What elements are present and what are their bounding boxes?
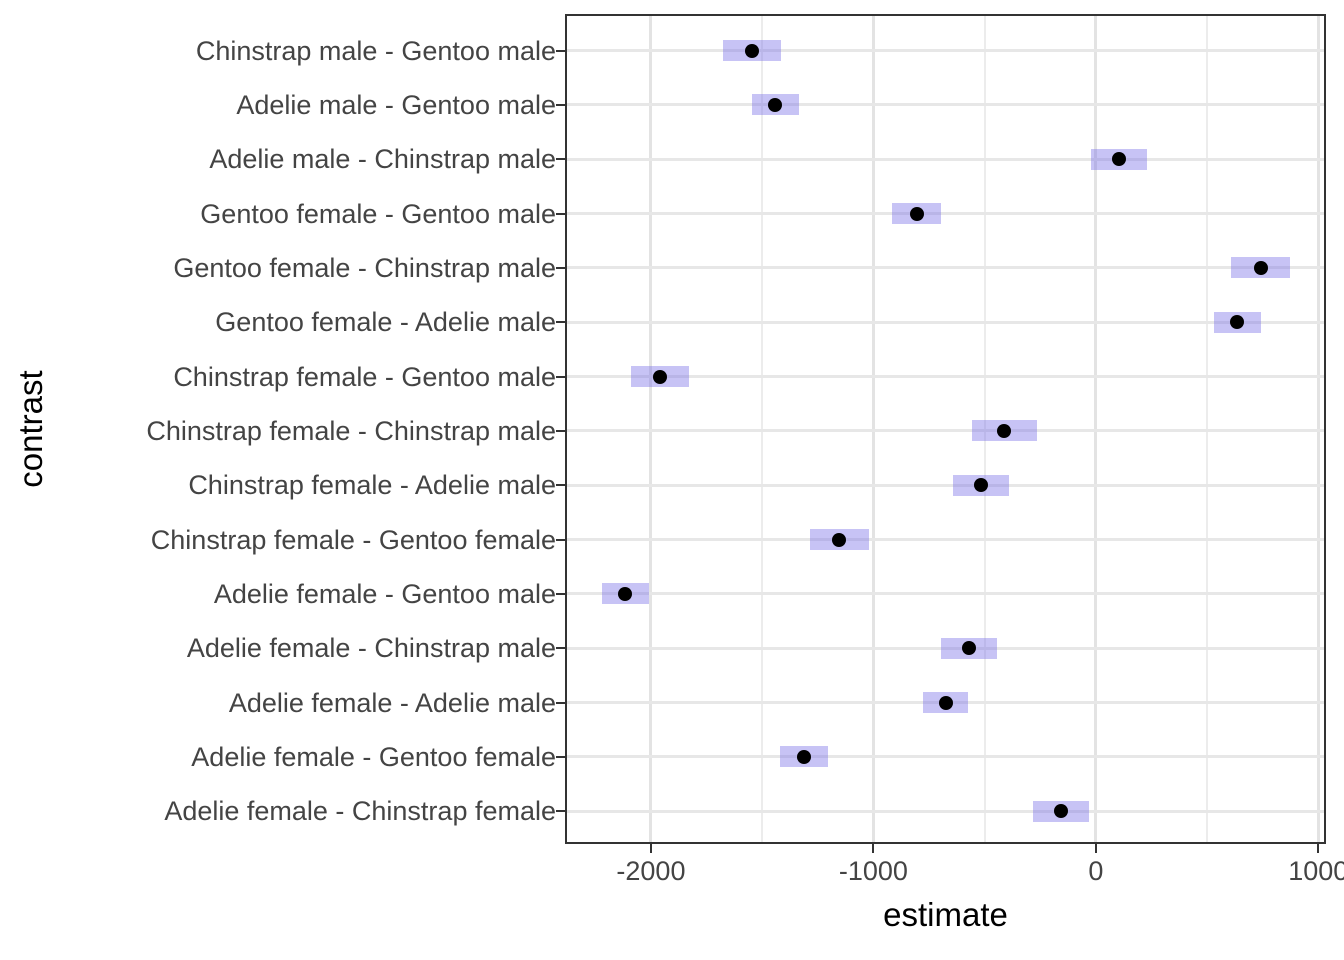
y-axis-tick xyxy=(555,647,567,650)
h-gridline xyxy=(567,103,1324,107)
estimate-point xyxy=(909,206,924,221)
x-axis-tick xyxy=(1094,843,1097,853)
v-gridline-major xyxy=(1094,16,1098,842)
v-gridline-minor xyxy=(1206,16,1209,842)
y-axis-tick xyxy=(555,810,567,813)
estimate-point xyxy=(1053,804,1068,819)
x-axis-tick xyxy=(649,843,652,853)
y-tick-label: Adelie female - Adelie male xyxy=(228,687,556,718)
y-tick-label: Adelie female - Chinstrap male xyxy=(186,633,556,664)
h-gridline xyxy=(567,538,1324,542)
y-tick-label: Gentoo female - Adelie male xyxy=(215,307,556,338)
x-tick-label: 1000 xyxy=(1288,856,1344,886)
y-axis-tick xyxy=(555,429,567,432)
y-tick-label: Gentoo female - Gentoo male xyxy=(200,198,556,229)
x-tick-label: -1000 xyxy=(838,856,908,886)
x-axis-tick xyxy=(1317,843,1320,853)
y-tick-label: Chinstrap female - Adelie male xyxy=(188,470,556,501)
estimate-point xyxy=(938,695,953,710)
estimate-point xyxy=(962,641,977,656)
h-gridline xyxy=(567,320,1324,324)
y-tick-label: Adelie female - Gentoo male xyxy=(213,578,556,609)
estimate-point xyxy=(1112,152,1127,167)
estimate-point xyxy=(1230,315,1245,330)
y-tick-label: Chinstrap female - Gentoo male xyxy=(173,361,556,392)
v-gridline-major xyxy=(871,16,875,842)
y-axis-tick xyxy=(555,755,567,758)
y-axis-tick xyxy=(555,592,567,595)
y-axis-tick xyxy=(555,375,567,378)
x-tick-label: 0 xyxy=(1088,856,1104,886)
estimate-point xyxy=(797,749,812,764)
h-gridline xyxy=(567,157,1324,161)
h-gridline xyxy=(567,809,1324,813)
y-tick-label: Adelie male - Gentoo male xyxy=(236,89,556,120)
estimate-point xyxy=(744,43,759,58)
x-axis-title: estimate xyxy=(883,896,1008,933)
h-gridline xyxy=(567,646,1324,650)
estimate-point xyxy=(832,532,847,547)
x-tick-label: -2000 xyxy=(616,856,686,886)
y-tick-label: Adelie female - Gentoo female xyxy=(191,741,556,772)
y-axis-tick xyxy=(555,321,567,324)
h-gridline xyxy=(567,212,1324,216)
y-axis-tick xyxy=(555,158,567,161)
estimate-point xyxy=(1253,260,1268,275)
y-tick-label: Adelie male - Chinstrap male xyxy=(209,144,556,175)
y-tick-label: Chinstrap female - Chinstrap male xyxy=(146,415,556,446)
v-gridline-minor xyxy=(983,16,986,842)
y-tick-label: Adelie female - Chinstrap female xyxy=(164,796,556,827)
h-gridline xyxy=(567,266,1324,270)
y-axis-title: contrast xyxy=(12,370,49,488)
estimate-point xyxy=(997,423,1012,438)
estimate-point xyxy=(768,97,783,112)
y-tick-label: Gentoo female - Chinstrap male xyxy=(173,252,556,283)
y-axis-tick xyxy=(555,49,567,52)
v-gridline-major xyxy=(649,16,653,842)
y-axis-tick xyxy=(555,484,567,487)
y-axis-tick xyxy=(555,266,567,269)
h-gridline xyxy=(567,429,1324,433)
x-axis-tick xyxy=(872,843,875,853)
v-gridline-major xyxy=(1316,16,1320,842)
h-gridline xyxy=(567,483,1324,487)
h-gridline xyxy=(567,755,1324,759)
y-axis-tick xyxy=(555,212,567,215)
h-gridline xyxy=(567,592,1324,596)
estimate-point xyxy=(973,478,988,493)
h-gridline xyxy=(567,49,1324,53)
y-axis-tick xyxy=(555,103,567,106)
y-tick-label: Chinstrap male - Gentoo male xyxy=(195,35,556,66)
y-axis-tick xyxy=(555,701,567,704)
estimate-point xyxy=(653,369,668,384)
estimate-point xyxy=(618,586,633,601)
y-tick-label: Chinstrap female - Gentoo female xyxy=(150,524,556,555)
v-gridline-minor xyxy=(761,16,764,842)
y-axis-tick xyxy=(555,538,567,541)
h-gridline xyxy=(567,375,1324,379)
